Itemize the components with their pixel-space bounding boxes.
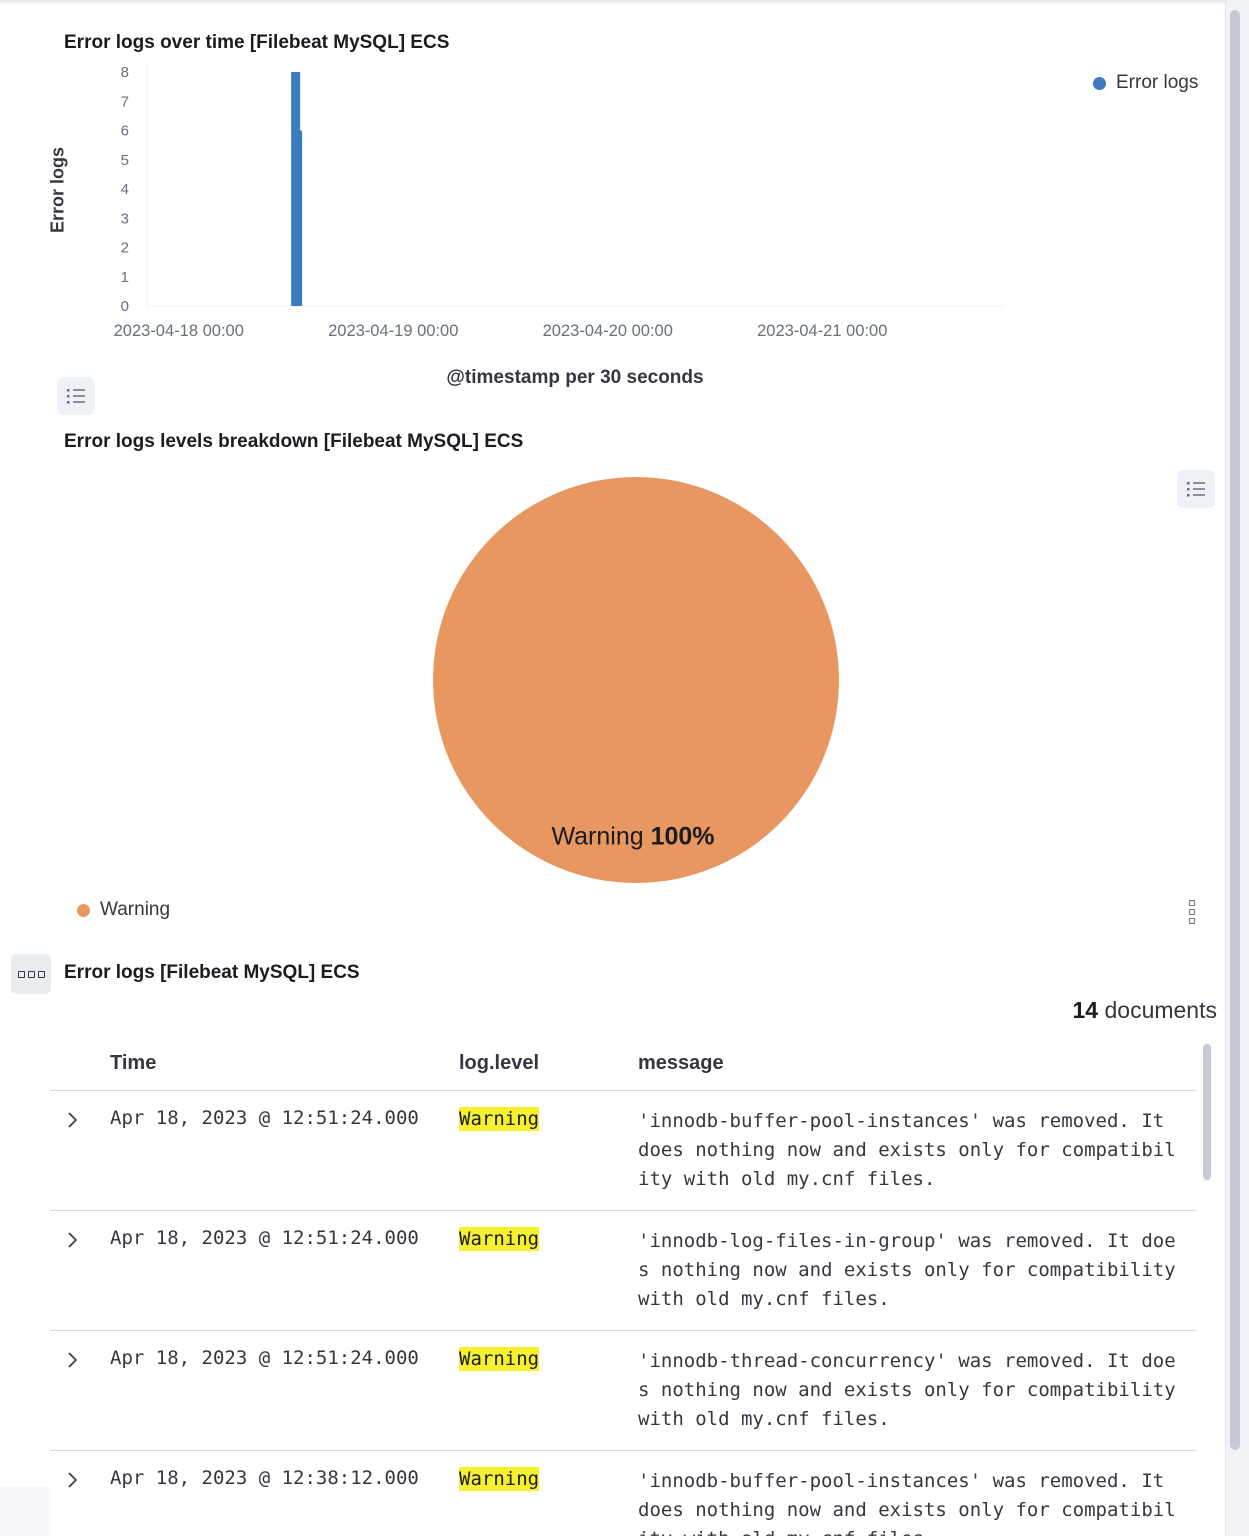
document-count-suffix: documents — [1098, 997, 1217, 1023]
x-axis-title: @timestamp per 30 seconds — [446, 367, 704, 388]
cell-message: 'innodb-thread-concurrency' was removed.… — [638, 1350, 1176, 1430]
pie-slice-label-percent: 100% — [650, 822, 715, 851]
bar-legend-toggle-button[interactable] — [57, 377, 95, 415]
list-icon — [1187, 482, 1205, 497]
panel-options-button[interactable] — [11, 954, 51, 994]
bar-legend-label: Error logs — [1116, 72, 1199, 93]
bar-panel-title: Error logs over time [Filebeat MySQL] EC… — [64, 32, 450, 53]
y-tick-label: 0 — [121, 298, 129, 315]
x-tick-label: 2023-04-19 00:00 — [328, 322, 458, 340]
pie-legend-item[interactable]: Warning — [77, 899, 170, 921]
table-row[interactable]: Apr 18, 2023 @ 12:51:24.000 Warning 'inn… — [50, 1091, 1196, 1211]
bar-chart: 0 1 2 3 4 5 6 7 8 2023-04-18 00:00 2023-04-19 00:0… — [114, 64, 1005, 340]
legend-dot-icon — [1093, 76, 1106, 90]
list-icon — [67, 389, 85, 404]
document-count: 14 documents — [1073, 997, 1218, 1024]
x-tick-label: 2023-04-18 00:00 — [114, 322, 244, 340]
bar[interactable] — [293, 130, 303, 307]
pie-slice-label-text: Warning — [551, 822, 644, 851]
x-tick-label: 2023-04-21 00:00 — [757, 322, 887, 340]
cell-log-level: Warning — [459, 1347, 540, 1371]
cell-time: Apr 18, 2023 @ 12:51:24.000 — [110, 1347, 419, 1369]
y-tick-label: 8 — [121, 64, 129, 81]
pie-legend-label: Warning — [100, 899, 171, 920]
legend-dot-icon — [77, 903, 90, 917]
corner-panel — [0, 1487, 50, 1536]
vertical-dots-icon[interactable] — [1187, 900, 1197, 924]
pie-panel-title: Error logs levels breakdown [Filebeat My… — [64, 431, 524, 452]
pie-slice-warning[interactable] — [433, 477, 839, 883]
chevron-right-icon[interactable] — [66, 1231, 78, 1249]
chevron-right-icon[interactable] — [66, 1351, 78, 1369]
cell-time: Apr 18, 2023 @ 12:51:24.000 — [110, 1227, 419, 1249]
y-tick-label: 7 — [121, 93, 129, 110]
cell-message: 'innodb-buffer-pool-instances' was remov… — [638, 1110, 1176, 1190]
y-tick-label: 4 — [121, 181, 129, 198]
cell-time: Apr 18, 2023 @ 12:51:24.000 — [110, 1107, 419, 1129]
y-tick-label: 2 — [121, 240, 129, 257]
table-scrollbar-thumb[interactable] — [1203, 1044, 1211, 1180]
chevron-right-icon[interactable] — [66, 1111, 78, 1129]
column-header-time[interactable]: Time — [110, 1052, 157, 1074]
table-row[interactable]: Apr 18, 2023 @ 12:38:12.000 Warning 'inn… — [50, 1451, 1196, 1536]
x-tick-label: 2023-04-20 00:00 — [543, 322, 673, 340]
bar-legend-item[interactable]: Error logs — [1093, 72, 1198, 94]
cell-message: 'innodb-buffer-pool-instances' was remov… — [638, 1470, 1176, 1536]
column-header-log-level[interactable]: log.level — [459, 1052, 540, 1074]
pie-legend-toggle-button[interactable] — [1177, 470, 1215, 508]
table-panel-title: Error logs [Filebeat MySQL] ECS — [64, 962, 360, 983]
column-header-message[interactable]: message — [638, 1052, 724, 1074]
table-row[interactable]: Apr 18, 2023 @ 12:51:24.000 Warning 'inn… — [50, 1211, 1196, 1331]
cell-message: 'innodb-log-files-in-group' was removed.… — [638, 1230, 1176, 1310]
y-tick-label: 1 — [121, 269, 129, 286]
cell-log-level: Warning — [459, 1227, 540, 1251]
table-row[interactable]: Apr 18, 2023 @ 12:51:24.000 Warning 'inn… — [50, 1331, 1196, 1451]
documents-table: Time log.level message Apr 18, 2023 @ 12… — [50, 1036, 1196, 1536]
panel-top-edge — [0, 0, 1225, 6]
pie-slice-label: Warning 100% — [551, 823, 714, 852]
cell-log-level: Warning — [459, 1107, 540, 1131]
y-tick-label: 3 — [121, 210, 129, 227]
horizontal-dots-icon — [17, 970, 25, 978]
page-scrollbar-thumb[interactable] — [1230, 10, 1240, 1450]
cell-time: Apr 18, 2023 @ 12:38:12.000 — [110, 1467, 419, 1489]
cell-log-level: Warning — [459, 1467, 540, 1491]
table-header: Time log.level message — [50, 1036, 1196, 1091]
y-tick-label: 6 — [121, 123, 129, 140]
chevron-right-icon[interactable] — [66, 1471, 78, 1489]
y-tick-label: 5 — [121, 152, 129, 169]
document-count-value: 14 — [1072, 997, 1099, 1023]
